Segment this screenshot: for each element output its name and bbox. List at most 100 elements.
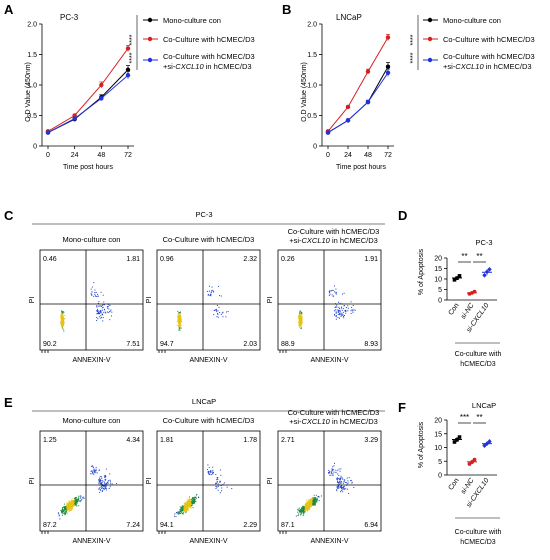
chart-b-y-tick-label: 0 <box>313 144 317 151</box>
flow-event-dot <box>299 319 301 321</box>
flow-event-dot <box>98 488 100 490</box>
flow-event-dot <box>308 499 310 501</box>
chart-a-point <box>125 73 131 78</box>
flow-event-dot <box>109 304 111 306</box>
chart-f-point <box>472 457 477 462</box>
flow-event-dot <box>74 500 76 502</box>
flow-event-dot <box>313 501 315 503</box>
flow-event-dot <box>337 473 339 475</box>
flow-event-dot <box>208 473 210 475</box>
flow-event-dot <box>340 481 342 483</box>
flow-event-dot <box>100 483 102 485</box>
flow-event-dot <box>339 317 341 319</box>
flow-event-dot <box>182 512 184 514</box>
flow-event-dot <box>109 473 111 475</box>
flow-event-dot <box>74 503 76 505</box>
flow-event-dot <box>179 317 181 319</box>
flow-event-dot <box>222 311 224 313</box>
flow-event-dot <box>93 469 95 471</box>
flow-event-dot <box>217 476 219 478</box>
flow-event-dot <box>61 325 63 327</box>
flow-event-dot <box>62 512 64 514</box>
flow-event-dot <box>183 510 185 512</box>
flow-event-dot <box>217 316 219 318</box>
flow-event-dot <box>80 497 82 499</box>
flow-event-dot <box>338 486 340 488</box>
flow-event-dot <box>66 503 68 505</box>
chart-d-y-tick-label: 20 <box>434 256 442 263</box>
flow-event-dot <box>58 515 60 517</box>
flow-event-dot <box>340 486 342 488</box>
chart-d-point <box>484 269 490 275</box>
flow-event-dot <box>341 487 343 489</box>
flow-event-dot <box>96 310 98 312</box>
flow-event-dot <box>70 502 72 504</box>
flow-event-dot <box>103 488 105 490</box>
flow-event-dot <box>99 481 101 483</box>
flow-event-dot <box>301 511 303 513</box>
chart-b-sig-2: **** <box>410 52 417 63</box>
flow-event-dot <box>210 290 212 292</box>
flow-event-dot <box>315 500 317 502</box>
flow-event-dot <box>297 509 299 511</box>
flow-event-dot <box>217 489 219 491</box>
flow-event-dot <box>178 324 180 326</box>
flow-event-dot <box>311 503 313 505</box>
flow-event-dot <box>188 501 190 503</box>
flow-event-dot <box>61 313 63 315</box>
flow-event-dot <box>299 318 301 320</box>
flow-event-dot <box>329 474 331 476</box>
flow-event-dot <box>189 496 191 498</box>
flow-q4-value: 2.29 <box>243 522 257 529</box>
flow-event-dot <box>301 317 303 319</box>
flow-plot-title: Co-Culture with hCMEC/D3 <box>163 235 255 244</box>
flow-event-dot <box>98 482 100 484</box>
flow-event-dot <box>343 487 345 489</box>
flow-event-dot <box>63 317 65 319</box>
flow-event-dot <box>210 470 212 472</box>
flow-event-dot <box>99 489 101 491</box>
flow-event-dot <box>301 312 303 314</box>
chart-f-title: LNCaP <box>472 401 496 410</box>
flow-event-dot <box>310 505 312 507</box>
flow-event-dot <box>178 511 180 513</box>
flow-event-dot <box>91 470 93 472</box>
flow-event-dot <box>220 485 222 487</box>
flow-event-dot <box>226 311 228 313</box>
flow-plot-title: Co-Culture with hCMEC/D3 <box>288 227 380 236</box>
flow-event-dot <box>207 294 209 296</box>
flow-event-dot <box>305 507 307 509</box>
flow-event-dot <box>314 504 316 506</box>
flow-event-dot <box>105 312 107 314</box>
flow-event-dot <box>174 515 176 517</box>
flow-event-dot <box>213 309 215 311</box>
flow-event-dot <box>334 309 336 311</box>
flow-event-dot <box>343 486 345 488</box>
flow-event-dot <box>188 505 190 507</box>
flow-event-dot <box>300 322 302 324</box>
flow-event-dot <box>301 512 303 514</box>
flow-event-dot <box>341 314 343 316</box>
flow-event-dot <box>310 499 312 501</box>
flow-event-dot <box>298 317 300 319</box>
flow-event-dot <box>109 310 111 312</box>
flow-event-dot <box>343 489 345 491</box>
flow-plot-frame <box>39 249 144 351</box>
flow-event-dot <box>299 322 301 324</box>
flow-event-dot <box>341 478 343 480</box>
flow-event-dot <box>192 503 194 505</box>
flow-event-dot <box>98 312 100 314</box>
flow-event-dot <box>313 503 315 505</box>
legend-a-si-1: Co-Culture with hCMEC/D3 <box>163 52 255 61</box>
flow-event-dot <box>300 510 302 512</box>
flow-event-dot <box>343 292 345 294</box>
flow-event-dot <box>308 504 310 506</box>
flow-event-dot <box>101 477 103 479</box>
flow-event-dot <box>298 322 300 324</box>
flow-event-dot <box>188 499 190 501</box>
flow-event-dot <box>72 502 74 504</box>
flow-event-dot <box>194 497 196 499</box>
flow-event-dot <box>304 507 306 509</box>
flow-event-dot <box>309 498 311 500</box>
flow-event-dot <box>307 502 309 504</box>
